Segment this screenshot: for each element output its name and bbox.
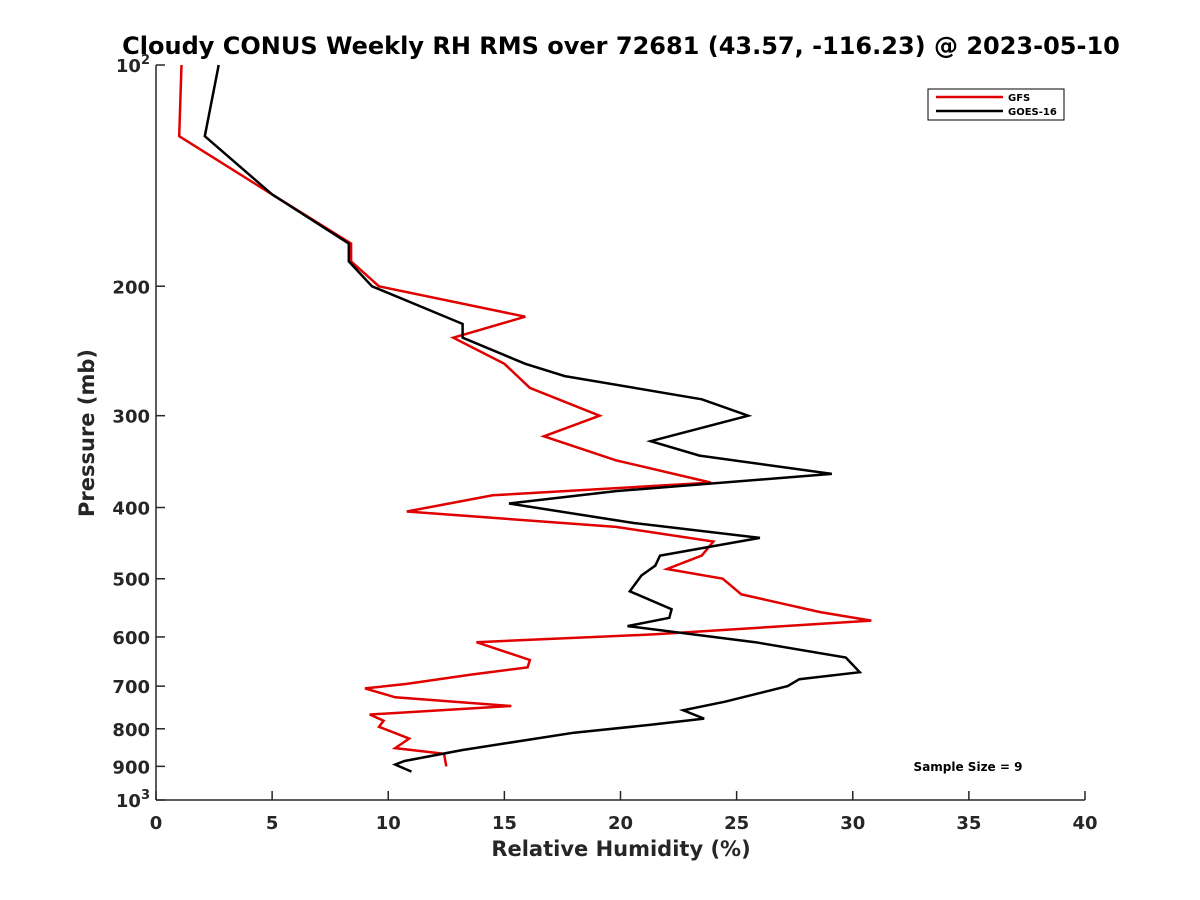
chart-title: Cloudy CONUS Weekly RH RMS over 72681 (4… (122, 32, 1120, 60)
y-tick-label: 102 (116, 53, 150, 77)
x-tick-label: 30 (840, 813, 865, 834)
legend: GFS GOES-16 (927, 88, 1065, 121)
y-tick-label: 103 (116, 788, 150, 812)
y-tick-exponent: 3 (141, 788, 150, 803)
y-tick-label: 900 (112, 757, 150, 778)
x-tick-label: 35 (956, 813, 981, 834)
series-layer (177, 64, 872, 773)
y-tick-label: 500 (112, 570, 150, 591)
y-tick-exponent: 2 (141, 53, 150, 68)
legend-label-gfs: GFS (1008, 93, 1030, 104)
legend-box (927, 88, 1065, 121)
series-line-goes-16 (203, 64, 863, 773)
y-axis-label: Pressure (mb) (75, 349, 99, 517)
series-line-gfs (177, 64, 872, 767)
x-tick-label: 10 (376, 813, 401, 834)
y-tick-base: 10 (116, 56, 141, 77)
x-tick-label: 40 (1072, 813, 1097, 834)
axes: 0 5 10 15 20 25 30 35 40102200300400500600700800… (112, 53, 1097, 834)
sample-size-annotation: Sample Size = 9 (914, 760, 1023, 774)
y-tick-label: 200 (112, 277, 150, 298)
x-tick-label: 5 (266, 813, 279, 834)
y-tick-base: 10 (116, 791, 141, 812)
x-tick-label: 0 (150, 813, 163, 834)
legend-label-goes-16: GOES-16 (1008, 107, 1057, 118)
y-tick-label: 600 (112, 628, 150, 649)
x-tick-label: 25 (724, 813, 749, 834)
y-tick-label: 300 (112, 407, 150, 428)
x-tick-label: 15 (492, 813, 517, 834)
y-tick-label: 700 (112, 677, 150, 698)
y-tick-label: 800 (112, 720, 150, 741)
y-tick-label: 400 (112, 499, 150, 520)
x-tick-label: 20 (608, 813, 633, 834)
x-axis-label: Relative Humidity (%) (491, 837, 750, 861)
